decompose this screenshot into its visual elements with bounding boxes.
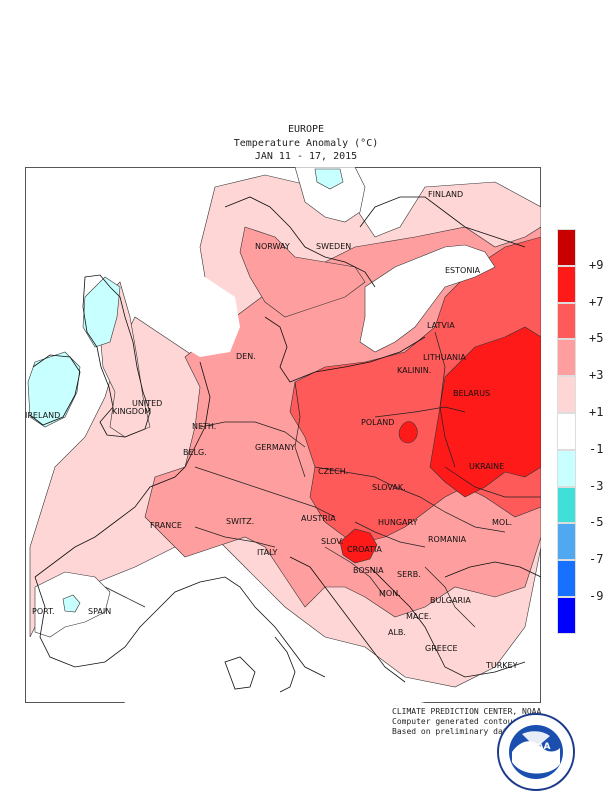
sea-baltic (359, 244, 496, 353)
sea-north (145, 277, 240, 357)
label-turkey: TURKEY (485, 661, 518, 670)
sea-mediterranean (105, 587, 425, 703)
label-ukraine: UKRAINE (469, 462, 504, 471)
label-port: PORT. (32, 607, 55, 616)
label-norway: NORWAY (255, 242, 290, 251)
map-period: JAN 11 - 17, 2015 (254, 151, 358, 162)
label-mon: MON. (379, 589, 401, 598)
label-poland: POLAND (361, 418, 394, 427)
anomaly-region-iberia-cold (62, 594, 81, 613)
legend-label: -5 (589, 515, 604, 530)
legend-swatch (557, 302, 576, 340)
legend-label: +5 (589, 331, 604, 346)
legend-label: +1 (589, 405, 604, 419)
noaa-logo-text: NOAA (522, 742, 551, 752)
label-bosnia: BOSNIA (353, 566, 384, 575)
legend-swatch (557, 560, 576, 597)
legend-label: -7 (589, 552, 604, 567)
temperature-anomaly-map: FINLAND NORWAY SWEDEN ESTONIA LATVIA LIT… (25, 167, 541, 703)
label-switz: SWITZ. (226, 517, 254, 526)
label-slovak: SLOVAK. (372, 483, 406, 492)
legend-swatch (557, 449, 576, 487)
label-mol: MOL. (492, 518, 512, 527)
anomaly-region-plus7-croatia (339, 528, 378, 564)
color-legend (557, 229, 577, 634)
legend-swatch (557, 339, 576, 377)
legend-label: -3 (589, 478, 604, 493)
label-alb: ALB. (388, 628, 406, 637)
label-belarus: BELARUS (453, 389, 490, 398)
label-france: FRANCE (150, 521, 182, 530)
label-germany: GERMANY (255, 443, 295, 452)
legend-label: -1 (589, 441, 604, 456)
label-latvia: LATVIA (427, 321, 455, 330)
label-belg: BELG. (183, 448, 207, 457)
label-greece: GREECE (425, 644, 458, 653)
label-romania: ROMANIA (428, 535, 467, 544)
anomaly-region-cold-core (314, 168, 344, 190)
label-spain: SPAIN (88, 607, 111, 616)
legend-label: +3 (589, 368, 604, 383)
label-estonia: ESTONIA (445, 266, 481, 275)
legend-swatch (557, 265, 576, 303)
label-sweden: SWEDEN (316, 242, 351, 251)
legend-label: +7 (589, 294, 604, 309)
legend-label: -9 (589, 589, 604, 603)
anomaly-region-scandinavia (239, 226, 366, 318)
label-italy: ITALY (257, 548, 277, 557)
credit-line-3: Based on preliminary data (392, 727, 513, 736)
label-finland: FINLAND (428, 190, 463, 199)
region-title: EUROPE (287, 124, 325, 135)
legend-swatch (557, 229, 576, 266)
anomaly-region-plus7-belarus (429, 326, 541, 498)
label-hungary: HUNGARY (378, 518, 418, 527)
noaa-logo: NOAA (496, 712, 576, 792)
label-croatia: CROATIA (347, 545, 382, 554)
anomaly-region-cold-scotland (82, 276, 121, 348)
label-ireland: IRELAND (25, 411, 60, 420)
legend-label: +9 (589, 257, 604, 272)
label-united: UNITED (132, 399, 162, 408)
borders (104, 331, 541, 628)
legend-swatch (557, 523, 576, 561)
label-austria: AUSTRIA (301, 514, 336, 523)
map-title: Temperature Anomaly (°C) (233, 138, 379, 149)
credit-line-1: CLIMATE PREDICTION CENTER, NOAA (392, 707, 542, 716)
legend-swatch (557, 596, 576, 634)
anomaly-region-plus7-poland (398, 421, 418, 444)
label-kingdom: KINGDOM (112, 407, 151, 416)
country-labels: FINLAND NORWAY SWEDEN ESTONIA LATVIA LIT… (25, 190, 518, 670)
legend-swatch (557, 486, 576, 524)
anomaly-region-cold-north (294, 167, 366, 223)
label-serb: SERB. (397, 570, 421, 579)
legend-swatch (557, 412, 576, 450)
coastlines (29, 196, 541, 693)
label-bulgaria: BULGARIA (430, 596, 471, 605)
label-czech: CZECH. (318, 467, 348, 476)
label-slov: SLOV. (321, 537, 343, 546)
label-neth: NETH. (192, 422, 216, 431)
label-mace: MACE. (406, 612, 431, 621)
label-den: DEN. (236, 352, 256, 361)
legend-swatch (557, 376, 576, 413)
credit-line-2: Computer generated contours (392, 717, 523, 726)
label-lithuania: LITHUANIA (423, 353, 466, 362)
label-kalinin: KALININ. (397, 366, 431, 375)
